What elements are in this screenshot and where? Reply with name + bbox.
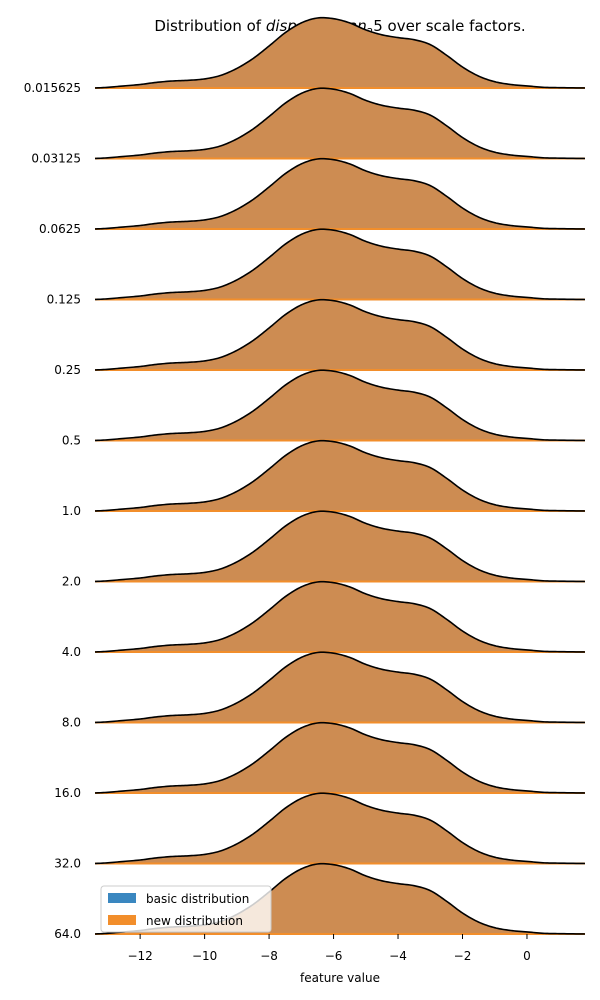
density-outline — [94, 721, 586, 794]
legend-label: new distribution — [146, 914, 243, 928]
density-area — [95, 17, 585, 88]
density-area — [95, 863, 585, 934]
density-outline — [94, 510, 586, 583]
density-area — [95, 581, 585, 652]
density-area — [95, 299, 585, 370]
density-outline — [94, 580, 586, 653]
x-tick-label: −4 — [389, 949, 407, 963]
row-label: 0.0625 — [39, 222, 81, 236]
density-outline — [94, 228, 586, 301]
density-area — [95, 652, 585, 723]
row-label: 64.0 — [54, 927, 81, 941]
x-tick-label: −8 — [260, 949, 278, 963]
ridge-row: 32.0 — [54, 792, 586, 871]
density-outline — [94, 16, 586, 89]
row-label: 0.5 — [62, 434, 81, 448]
density-area — [95, 511, 585, 582]
density-outline — [94, 439, 586, 512]
ridge-row: 0.03125 — [31, 87, 586, 166]
ridge-row: 0.25 — [54, 298, 586, 377]
row-label: 1.0 — [62, 504, 81, 518]
ridge-row: 1.0 — [62, 439, 586, 518]
legend-box — [100, 885, 272, 933]
legend-swatch — [108, 893, 136, 903]
row-label: 0.25 — [54, 363, 81, 377]
row-label: 2.0 — [62, 575, 81, 589]
density-outline — [94, 369, 586, 442]
density-outline — [94, 792, 586, 865]
density-area — [95, 370, 585, 441]
legend-swatch — [108, 915, 136, 925]
x-axis: −12 −10 −8 −6 −4 −2 0 — [127, 934, 531, 963]
ridge-row: 0.015625 — [24, 16, 586, 95]
ridge-row: 0.125 — [47, 228, 586, 307]
density-area — [95, 158, 585, 229]
density-outline — [94, 298, 586, 371]
ridge-row: 0.5 — [62, 369, 586, 448]
row-label: 32.0 — [54, 857, 81, 871]
x-tick-label: −12 — [127, 949, 152, 963]
density-area — [95, 229, 585, 300]
x-tick-label: 0 — [523, 949, 531, 963]
density-outline — [94, 651, 586, 724]
row-label: 0.015625 — [24, 81, 81, 95]
x-axis-label: feature value — [300, 971, 380, 985]
density-area — [95, 440, 585, 511]
x-tick-label: −6 — [325, 949, 343, 963]
ridge-row: 0.0625 — [39, 157, 586, 236]
x-tick-label: −2 — [454, 949, 472, 963]
legend: basic distribution new distribution — [100, 885, 272, 933]
row-label: 4.0 — [62, 645, 81, 659]
density-area — [95, 793, 585, 864]
ridge-row: 16.0 — [54, 721, 586, 800]
ridge-row: 2.0 — [62, 510, 586, 589]
density-area — [95, 88, 585, 159]
density-outline — [94, 87, 586, 160]
density-outline — [94, 157, 586, 230]
row-label: 0.03125 — [31, 152, 81, 166]
row-label: 8.0 — [62, 716, 81, 730]
ridge-row: 4.0 — [62, 580, 586, 659]
row-label: 16.0 — [54, 786, 81, 800]
legend-label: basic distribution — [146, 892, 249, 906]
x-tick-label: −10 — [192, 949, 217, 963]
density-area — [95, 722, 585, 793]
ridge-row: 8.0 — [62, 651, 586, 730]
row-label: 0.125 — [47, 293, 81, 307]
ridges-group: 0.015625 0.03125 0.0625 0.125 0.25 0.5 1.0 2.0 4… — [24, 16, 586, 941]
